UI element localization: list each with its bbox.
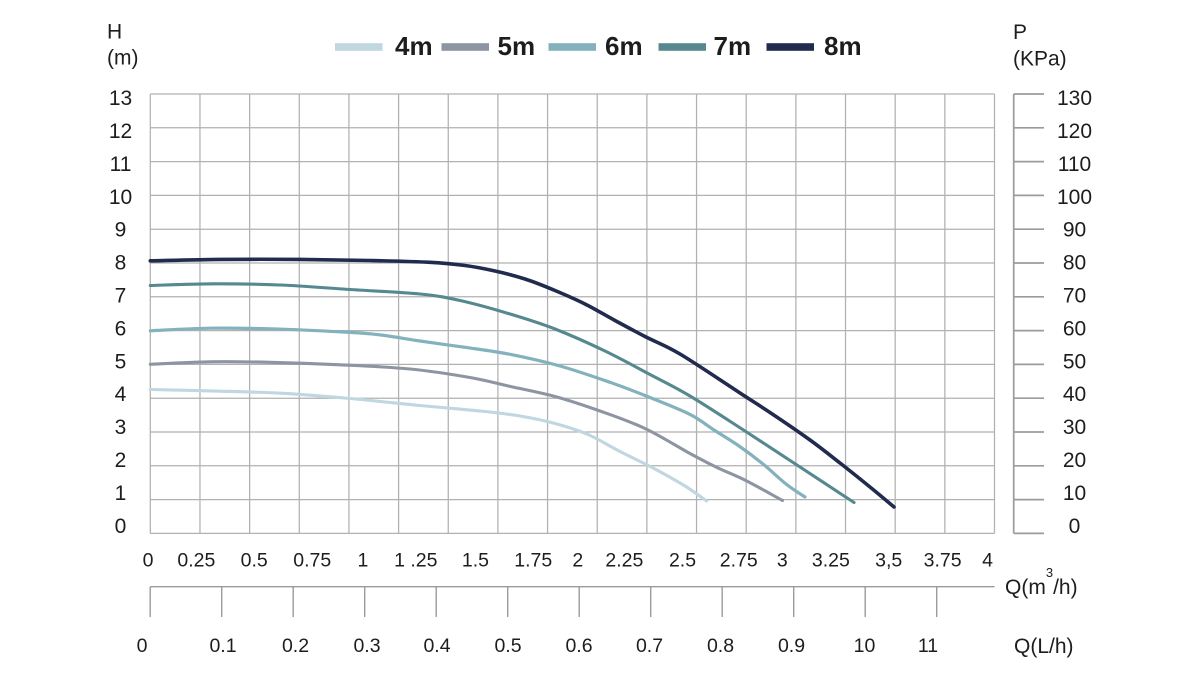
svg-text:40: 40 — [1063, 383, 1086, 406]
svg-text:3: 3 — [777, 550, 788, 572]
svg-text:100: 100 — [1057, 186, 1092, 209]
svg-text:0.8: 0.8 — [707, 635, 734, 657]
svg-text:0: 0 — [1069, 515, 1081, 538]
svg-text:0.5: 0.5 — [241, 550, 268, 572]
svg-text:0.3: 0.3 — [353, 635, 380, 657]
svg-text:5: 5 — [115, 350, 127, 373]
svg-text:2.75: 2.75 — [720, 550, 758, 572]
svg-text:2.5: 2.5 — [669, 550, 696, 572]
svg-text:130: 130 — [1057, 87, 1092, 110]
svg-text:4: 4 — [115, 383, 127, 406]
svg-text:3.75: 3.75 — [924, 550, 962, 572]
svg-text:20: 20 — [1063, 449, 1086, 472]
svg-text:10: 10 — [109, 186, 132, 209]
svg-text:Q(L/h): Q(L/h) — [1014, 635, 1074, 658]
svg-text:4m: 4m — [395, 31, 433, 61]
svg-text:2: 2 — [115, 449, 127, 472]
svg-text:11: 11 — [110, 153, 132, 176]
svg-text:6: 6 — [115, 317, 127, 340]
svg-text:90: 90 — [1063, 219, 1086, 242]
svg-text:0.25: 0.25 — [177, 550, 215, 572]
svg-text:70: 70 — [1063, 285, 1086, 308]
svg-text:5m: 5m — [498, 31, 536, 61]
svg-text:0.2: 0.2 — [282, 635, 309, 657]
svg-text:7m: 7m — [714, 31, 752, 61]
svg-text:H: H — [107, 21, 122, 44]
svg-text:1.5: 1.5 — [462, 550, 489, 572]
svg-text:8m: 8m — [824, 31, 862, 61]
svg-text:(m): (m) — [107, 47, 138, 70]
svg-text:0.6: 0.6 — [565, 635, 592, 657]
svg-text:1: 1 — [357, 550, 368, 572]
svg-text:0: 0 — [137, 635, 148, 657]
svg-text:30: 30 — [1063, 416, 1086, 439]
svg-text:(KPa): (KPa) — [1013, 48, 1067, 71]
svg-text:0.4: 0.4 — [423, 635, 450, 657]
svg-text:12: 12 — [109, 120, 132, 143]
svg-text:8: 8 — [115, 252, 127, 275]
svg-text:0.75: 0.75 — [293, 550, 331, 572]
svg-text:110: 110 — [1058, 153, 1091, 176]
svg-text:120: 120 — [1057, 120, 1092, 143]
svg-text:10: 10 — [854, 635, 876, 657]
svg-text:80: 80 — [1063, 252, 1086, 275]
svg-text:1: 1 — [115, 482, 127, 505]
svg-text:13: 13 — [109, 87, 132, 110]
svg-text:2: 2 — [572, 550, 583, 572]
svg-text:1 .25: 1 .25 — [394, 550, 438, 572]
svg-text:60: 60 — [1063, 317, 1086, 340]
svg-text:0.5: 0.5 — [494, 635, 521, 657]
svg-text:10: 10 — [1063, 482, 1086, 505]
svg-text:3.25: 3.25 — [812, 550, 850, 572]
svg-text:11: 11 — [918, 635, 938, 657]
svg-text:1.75: 1.75 — [514, 550, 552, 572]
svg-text:2.25: 2.25 — [605, 550, 643, 572]
svg-text:3: 3 — [115, 416, 127, 439]
svg-text:6m: 6m — [605, 31, 643, 61]
svg-text:0.1: 0.1 — [209, 635, 236, 657]
svg-text:0.9: 0.9 — [778, 635, 805, 657]
svg-text:0: 0 — [115, 515, 127, 538]
svg-text:0.7: 0.7 — [636, 635, 663, 657]
svg-text:0: 0 — [143, 550, 154, 572]
svg-text:3,5: 3,5 — [875, 550, 902, 572]
svg-text:4: 4 — [982, 550, 993, 572]
svg-text:50: 50 — [1063, 350, 1086, 373]
svg-text:9: 9 — [115, 219, 127, 242]
svg-text:P: P — [1013, 21, 1027, 44]
svg-text:7: 7 — [115, 285, 127, 308]
